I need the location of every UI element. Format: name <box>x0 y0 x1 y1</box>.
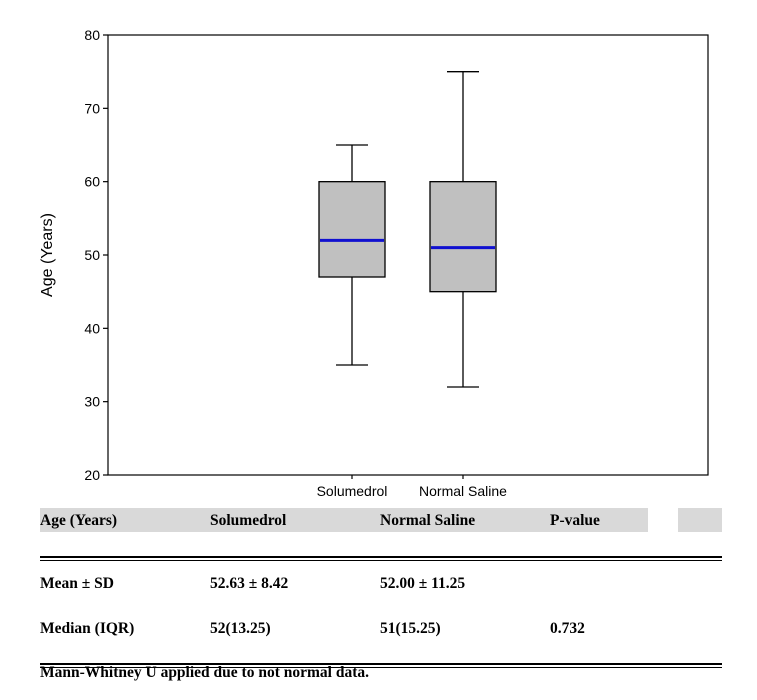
box-group <box>429 71 497 388</box>
row-median-normal-saline: 51(15.25) <box>380 620 441 637</box>
iqr-box <box>318 181 386 278</box>
row-median-label: Median (IQR) <box>40 620 135 637</box>
stats-table: Age (Years) Solumedrol Normal Saline P-v… <box>40 508 722 668</box>
row-median-p-value: 0.732 <box>550 620 585 637</box>
y-axis: 20 30 40 50 60 70 80 <box>84 27 108 483</box>
iqr-box <box>429 181 497 293</box>
y-tick-label: 50 <box>84 247 100 263</box>
y-tick-label: 80 <box>84 27 100 43</box>
plot-frame <box>107 34 709 476</box>
box-series <box>318 71 497 388</box>
row-median-solumedrol: 52(13.25) <box>210 620 271 637</box>
box-plot-chart: 20 30 40 50 60 70 80 Solumedrol Normal Saline A… <box>39 27 709 499</box>
y-tick-label: 40 <box>84 320 100 336</box>
header-p-value: P-value <box>550 512 600 529</box>
row-mean-label: Mean ± SD <box>40 575 114 592</box>
table-row: Mean ± SD 52.63 ± 8.42 52.00 ± 11.25 <box>40 575 722 595</box>
row-mean-normal-saline: 52.00 ± 11.25 <box>380 575 466 592</box>
y-tick-label: 60 <box>84 174 100 190</box>
row-mean-solumedrol: 52.63 ± 8.42 <box>210 575 289 592</box>
table-header-row: Age (Years) Solumedrol Normal Saline P-v… <box>40 508 722 532</box>
header-solumedrol: Solumedrol <box>210 512 287 529</box>
table-row: Median (IQR) 52(13.25) 51(15.25) 0.732 <box>40 620 722 640</box>
header-age: Age (Years) <box>40 512 118 529</box>
box-group <box>318 144 386 366</box>
y-tick-label: 70 <box>84 100 100 116</box>
x-tick-label: Normal Saline <box>419 483 507 499</box>
table-footnote: Mann-Whitney U applied due to not normal… <box>40 664 369 681</box>
y-axis-title: Age (Years) <box>39 213 56 297</box>
header-gap <box>648 508 678 532</box>
y-tick-label: 20 <box>84 467 100 483</box>
header-normal-saline: Normal Saline <box>380 512 476 529</box>
table-double-rule <box>40 556 722 561</box>
x-axis: Solumedrol Normal Saline <box>317 475 507 499</box>
table-bottom-rule <box>40 663 722 668</box>
y-tick-label: 30 <box>84 394 100 410</box>
x-tick-label: Solumedrol <box>317 483 388 499</box>
